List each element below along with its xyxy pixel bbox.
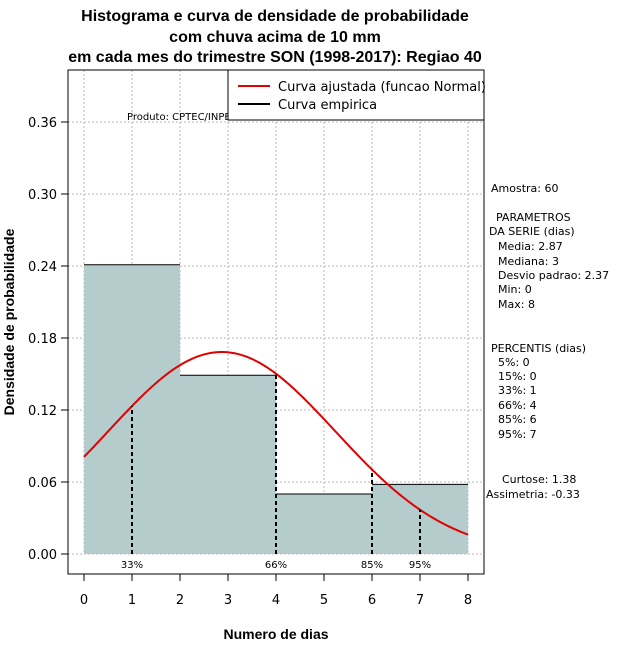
params-title-2: DA SERIE (dias) [489,225,575,238]
y-tick-label-0.06: 0.06 [28,476,57,491]
stat-amostra: Amostra: 60 [491,182,558,195]
x-tick-label-2: 2 [176,593,184,608]
percentil-5: 5%: 0 [498,356,530,369]
x-axis-title: Numero de dias [223,626,328,642]
percentil-15: 15%: 0 [498,370,537,383]
x-tick-label-0: 0 [80,593,88,608]
x-tick-label-7: 7 [416,593,424,608]
percentile-marker-label-66: 66% [265,560,287,571]
param-mediana: Mediana: 3 [498,255,559,268]
x-tick-label-1: 1 [128,593,136,608]
histogram-bar-3 [372,484,468,554]
x-tick-label-6: 6 [368,593,376,608]
y-tick-label-0.30: 0.30 [28,188,57,203]
percentil-66: 66%: 4 [498,399,537,412]
histogram-bar-1 [180,375,276,554]
params-title-1: PARAMETROS [496,211,571,224]
y-tick-label-0.36: 0.36 [28,116,57,131]
fit-curve-group [83,351,469,536]
param-min: Min: 0 [498,283,532,296]
x-tick-label-4: 4 [272,593,280,608]
legend: Curva ajustada (funcao Normal) Curva emp… [227,69,486,121]
percentil-95: 95%: 7 [498,428,537,441]
histogram-bar-2 [276,494,372,554]
param-max: Max: 8 [498,298,535,311]
param-desvio: Desvio padrao: 2.37 [498,269,609,282]
stats-panel: Amostra: 60 PARAMETROS DA SERIE (dias) M… [486,182,609,501]
y-tick-label-0.24: 0.24 [28,260,57,275]
stat-assimetria: Assimetria: -0.33 [486,488,580,501]
percentile-marker-label-85: 85% [361,560,383,571]
percentile-marker-label-33: 33% [121,560,143,571]
percentil-85: 85%: 6 [498,413,537,426]
x-tick-label-8: 8 [464,593,472,608]
y-tick-label-0.18: 0.18 [28,332,57,347]
chart-title-line-1: Histograma e curva de densidade de proba… [81,8,469,25]
chart-title-line-3: em cada mes do trimestre SON (1998-2017)… [68,49,482,66]
axes: 0 1 2 3 4 5 6 7 8 0.00 0.06 0.12 0.18 0.24 0.30 0.36 [28,116,472,608]
percentis-title: PERCENTIS (dias) [491,342,586,355]
histogram-bars [84,264,468,554]
x-tick-label-5: 5 [320,593,328,608]
legend-fit-label: Curva ajustada (funcao Normal) [278,80,486,95]
param-media: Media: 2.87 [498,240,563,253]
stat-curtose: Curtose: 1.38 [502,473,576,486]
y-axis-title: Densidade de probabilidade [1,228,17,415]
legend-empirical-label: Curva empirica [278,98,377,113]
x-tick-label-3: 3 [224,593,232,608]
normal-fit-curve [83,351,469,536]
credit-text: Produto: CPTEC/INPE [127,112,231,123]
legend-box [227,69,485,121]
percentile-marker-label-95: 95% [409,560,431,571]
percentile-markers: 33% 66% 85% 95% [121,373,431,571]
histogram-bar-0 [84,264,180,554]
percentil-33: 33%: 1 [498,384,537,397]
y-tick-label-0.00: 0.00 [28,548,57,563]
y-tick-label-0.12: 0.12 [28,404,57,419]
chart-title-line-2: com chuva acima de 10 mm [169,29,381,46]
